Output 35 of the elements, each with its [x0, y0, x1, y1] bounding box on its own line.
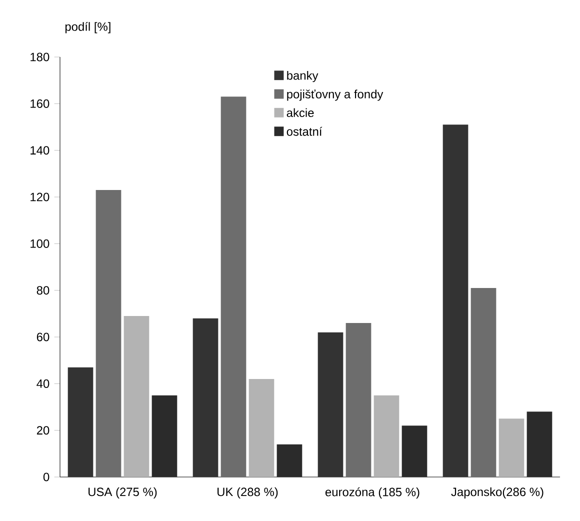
x-tick-label: Japonsko(286 %) [451, 487, 544, 499]
bar [96, 190, 122, 477]
y-tick-label: 80 [36, 286, 50, 295]
legend-label: ostatní [286, 126, 322, 136]
y-tick-label: 60 [36, 332, 50, 342]
bar [220, 96, 246, 477]
y-tick-label: 100 [30, 239, 50, 248]
legend-label: banky [287, 70, 318, 82]
bar [498, 418, 524, 477]
y-tick-label: 140 [30, 146, 50, 155]
bar [374, 395, 400, 477]
legend-label: akcie [286, 108, 314, 118]
y-axis-title: podíl [%] [65, 22, 110, 34]
y-tick-label: 20 [36, 426, 50, 435]
x-tick-label: eurozóna (185 %) [325, 487, 420, 499]
bar [346, 323, 372, 477]
y-tick-label: 40 [36, 379, 50, 388]
y-tick-label: 120 [30, 192, 50, 202]
bar [192, 318, 218, 477]
bar [318, 332, 344, 477]
legend-label: pojišťovny a fondy [287, 90, 384, 101]
y-tick-label: 180 [30, 52, 50, 62]
bar [124, 316, 150, 477]
y-tick-label: 0 [43, 472, 50, 482]
bar [442, 124, 468, 477]
bar [470, 288, 496, 477]
bar [402, 426, 428, 477]
bar [152, 395, 178, 477]
y-tick-label: 160 [30, 99, 50, 108]
bar [68, 367, 94, 477]
x-tick-label: USA (275 %) [88, 487, 157, 499]
bar [526, 412, 552, 477]
x-tick-label: UK (288 %) [218, 487, 278, 499]
bar [248, 379, 274, 477]
bar [276, 444, 302, 477]
